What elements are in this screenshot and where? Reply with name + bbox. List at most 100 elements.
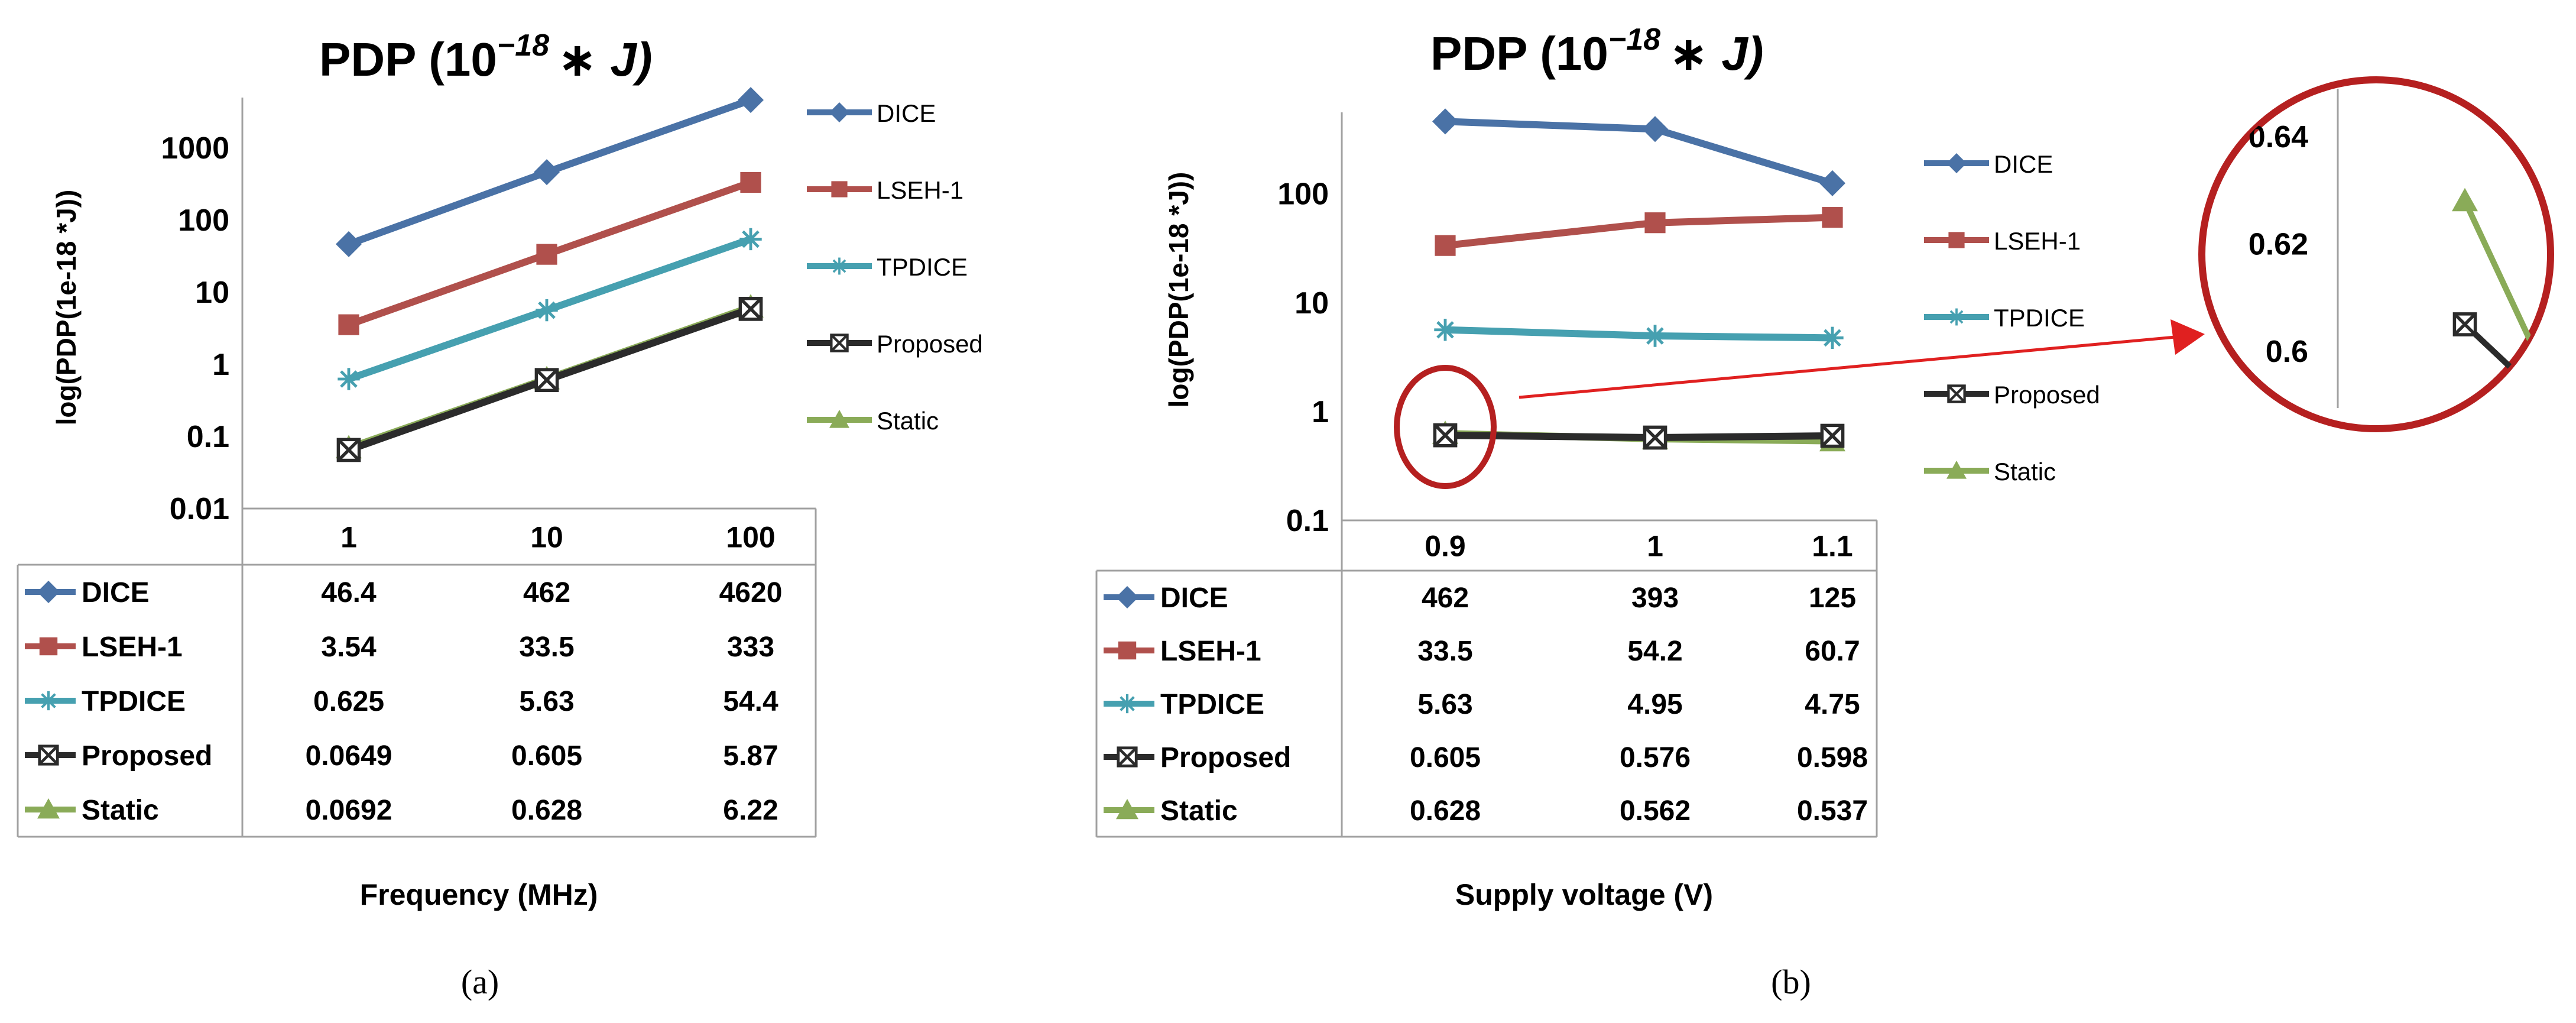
- category-header-b: 0.9 1 1.1: [1425, 530, 1853, 563]
- triangle-icon: [1946, 461, 1967, 479]
- data-label: 5.87: [723, 740, 778, 772]
- crossed-square-icon: [1947, 384, 1966, 403]
- inset-ticks: 0.640.620.6: [2249, 120, 2308, 369]
- ytick-label: 1: [1312, 395, 1329, 429]
- row-series-name: Static: [82, 795, 159, 826]
- series-proposed: [1433, 423, 1845, 450]
- triangle-icon: [1116, 799, 1138, 820]
- data-point: [740, 171, 761, 193]
- row-series-name: Proposed: [82, 740, 212, 772]
- data-label: 6.22: [723, 795, 778, 826]
- legend-label: DICE: [877, 99, 936, 127]
- zoom-arrow-head: [2171, 319, 2205, 355]
- data-label: 4.75: [1805, 689, 1860, 720]
- plot-area-a: [336, 87, 764, 462]
- asterisk-icon: [830, 257, 848, 275]
- data-point: [1435, 235, 1456, 256]
- data-point: [536, 244, 557, 265]
- legend-label: Proposed: [877, 330, 983, 358]
- legend-label: LSEH-1: [877, 176, 963, 204]
- category-label: 1.1: [1812, 530, 1853, 563]
- diamond-icon: [37, 581, 60, 603]
- data-label: 0.562: [1620, 795, 1691, 827]
- category-label: 0.9: [1425, 530, 1466, 563]
- data-label: 393: [1631, 582, 1679, 614]
- panel-b: PDP (10−18 ∗ J) log(PDP(1e-18 *J)) 100101…: [1095, 22, 2554, 1001]
- inset-ytick-label: 0.62: [2249, 227, 2308, 261]
- data-point: [1821, 326, 1844, 349]
- data-point: [536, 299, 558, 322]
- square-icon: [831, 181, 848, 198]
- legend-label: LSEH-1: [1994, 227, 2081, 255]
- plot-area-b: [1432, 108, 1845, 452]
- category-label: 1: [340, 521, 357, 554]
- data-point: [1822, 207, 1843, 228]
- row-series-name: Static: [1160, 795, 1238, 827]
- xlabel-a: Frequency (MHz): [360, 878, 598, 911]
- category-label: 1: [1647, 530, 1663, 563]
- data-label: 0.576: [1620, 742, 1691, 773]
- row-series-name: Proposed: [1160, 742, 1291, 773]
- data-point: [1644, 325, 1666, 347]
- legend-label: TPDICE: [877, 253, 968, 281]
- ytick-label: 1: [212, 348, 229, 382]
- data-label: 4.95: [1627, 689, 1682, 720]
- ytick-label: 100: [1277, 177, 1329, 212]
- square-icon: [1948, 232, 1965, 248]
- panel-label-a: (a): [461, 963, 499, 1001]
- diamond-icon: [829, 102, 849, 122]
- zoom-inset: 0.640.620.6: [2198, 76, 2554, 432]
- category-header-a: 1 10 100: [340, 521, 776, 554]
- legend-item: Proposed: [807, 330, 983, 358]
- table-row: Static 0.628 0.562 0.537: [1104, 795, 1868, 827]
- data-label: 60.7: [1805, 636, 1860, 667]
- legend-label: Proposed: [1994, 381, 2100, 409]
- crossed-square-icon: [38, 744, 59, 766]
- legend-label: Static: [877, 407, 939, 435]
- category-label: 100: [726, 521, 775, 554]
- data-label: 54.4: [723, 686, 778, 717]
- series-tpdice: [1434, 319, 1844, 349]
- square-icon: [1118, 641, 1137, 660]
- table-row: Static 0.0692 0.628 6.22: [25, 795, 778, 826]
- data-label: 125: [1809, 582, 1856, 614]
- legend-b: DICE LSEH-1 TPDICE Proposed Static: [1924, 150, 2100, 485]
- data-point: [1819, 170, 1845, 196]
- legend-item: Static: [1924, 458, 2056, 485]
- data-point: [534, 368, 559, 393]
- data-table-b: DICE 462 393 125 LSEH-1 33.5 54.2 60.7 TPDICE 5.6…: [1104, 582, 1868, 827]
- inset-ytick-label: 0.6: [2266, 335, 2308, 369]
- legend-item: TPDICE: [807, 253, 968, 281]
- inset-point: [2452, 187, 2478, 212]
- series-line: [1445, 118, 1834, 187]
- legend-item: TPDICE: [1924, 304, 2085, 332]
- series-line: [1445, 213, 1833, 250]
- data-point: [1432, 108, 1458, 135]
- series-tpdice: [338, 228, 762, 390]
- data-label: 33.5: [519, 632, 574, 663]
- data-point: [1642, 116, 1668, 143]
- data-label: 462: [523, 577, 570, 608]
- data-point: [336, 231, 362, 257]
- ytick-group-b: 100 10 1 0.1: [1277, 177, 1329, 538]
- legend-item: Static: [807, 407, 939, 435]
- asterisk-icon: [1117, 694, 1137, 714]
- data-label: 46.4: [321, 577, 377, 608]
- data-label: 462: [1422, 582, 1469, 614]
- data-point: [338, 368, 360, 390]
- ytick-label: 1000: [161, 131, 229, 166]
- legend-label: DICE: [1994, 150, 2053, 178]
- legend-a: DICE LSEH-1 TPDICE Proposed Static: [807, 99, 983, 435]
- legend-label: TPDICE: [1994, 304, 2085, 332]
- table-row: LSEH-1 33.5 54.2 60.7: [1104, 636, 1860, 667]
- data-label: 0.0692: [306, 795, 392, 826]
- data-label: 0.625: [313, 686, 384, 717]
- row-series-name: DICE: [82, 577, 150, 608]
- ylabel-a: log(PDP(1e-18 *J)): [51, 190, 82, 426]
- legend-item: LSEH-1: [1924, 227, 2081, 255]
- data-label: 0.628: [511, 795, 582, 826]
- ytick-label: 100: [178, 203, 229, 238]
- row-series-name: DICE: [1160, 582, 1228, 614]
- series-dice: [1432, 108, 1845, 196]
- data-point: [338, 314, 359, 335]
